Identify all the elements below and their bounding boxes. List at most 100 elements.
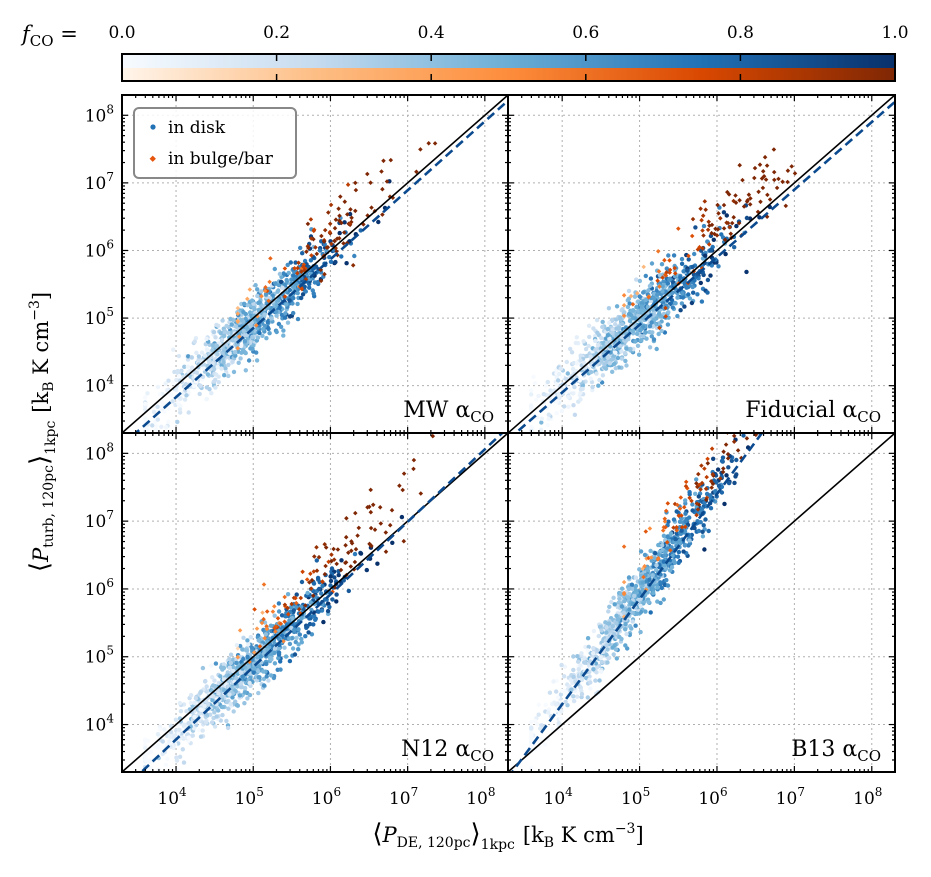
bulge-point [235, 319, 241, 324]
disk-point [214, 322, 219, 328]
disk-point [337, 230, 342, 236]
disk-point [263, 632, 268, 637]
disk-point [241, 656, 246, 662]
bulge-point [701, 233, 706, 238]
disk-point [638, 549, 644, 554]
disk-point [614, 620, 619, 626]
bulge-point [383, 549, 389, 554]
disk-point [634, 331, 640, 336]
disk-point [291, 273, 296, 278]
disk-point [204, 396, 209, 402]
disk-point [658, 580, 663, 585]
disk-point [630, 586, 635, 591]
disk-point [588, 369, 594, 375]
bulge-point [729, 220, 735, 226]
disk-point [186, 389, 191, 395]
bulge-point [737, 411, 742, 416]
bulge-point [380, 186, 385, 192]
bulge-point [295, 270, 300, 276]
bulge-point [776, 176, 781, 182]
disk-point [625, 595, 631, 600]
disk-point [334, 599, 339, 604]
bulge-point [694, 512, 699, 518]
disk-point [641, 290, 646, 295]
disk-point [599, 659, 605, 665]
disk-point [603, 620, 608, 625]
bulge-point [655, 249, 661, 254]
disk-point [744, 215, 750, 221]
disk-point [220, 318, 225, 323]
disk-point [143, 789, 147, 793]
bulge-point [235, 346, 241, 351]
disk-point [248, 635, 253, 640]
disk-point [604, 652, 609, 658]
disk-point [213, 335, 218, 340]
disk-point [612, 602, 617, 607]
disk-point [143, 739, 148, 744]
bulge-point [323, 545, 329, 550]
disk-point [311, 613, 317, 618]
bulge-point [282, 594, 287, 600]
disk-point [585, 695, 590, 700]
disk-point [182, 364, 187, 369]
disk-point [629, 582, 635, 587]
disk-point [667, 277, 672, 282]
disk-point [588, 376, 593, 381]
disk-point [159, 424, 164, 429]
bulge-point [261, 582, 267, 587]
disk-point [631, 328, 636, 333]
disk-point [693, 225, 698, 230]
disk-point [571, 360, 576, 366]
bulge-point [314, 545, 319, 550]
bulge-point [355, 533, 360, 538]
disk-point [643, 330, 648, 335]
disk-point [543, 702, 548, 708]
disk-point [165, 756, 170, 762]
disk-point [541, 392, 546, 397]
disk-point [277, 271, 283, 277]
disk-point [165, 388, 170, 393]
disk-point [175, 419, 180, 425]
bulge-point [663, 508, 669, 514]
bulge-point [352, 559, 358, 565]
disk-point [650, 573, 655, 578]
bulge-point [365, 171, 370, 177]
disk-point [702, 547, 707, 552]
disk-point [155, 384, 161, 390]
disk-point [321, 619, 326, 625]
bulge-point [696, 471, 701, 477]
disk-point [591, 628, 597, 634]
disk-point [241, 328, 246, 334]
disk-point [676, 560, 681, 565]
disk-point [306, 630, 311, 635]
bulge-point [725, 456, 731, 461]
bulge-point [272, 625, 277, 631]
y-tick-label: 106 [85, 576, 114, 600]
bulge-point [341, 241, 346, 246]
disk-point [243, 350, 248, 356]
disk-point [533, 718, 538, 724]
x-tick-label: 106 [312, 785, 341, 809]
disk-point [180, 391, 185, 396]
disk-point [255, 668, 261, 674]
disk-point [531, 374, 536, 379]
disk-point [238, 685, 244, 690]
disk-point [632, 294, 638, 299]
disk-point [285, 262, 290, 268]
bulge-point [673, 271, 678, 276]
disk-point [630, 619, 635, 624]
disk-point [146, 738, 151, 744]
disk-point [602, 362, 607, 367]
bulge-point [702, 466, 707, 471]
bulge-point [372, 527, 378, 532]
disk-point [565, 371, 570, 376]
disk-point [643, 273, 648, 279]
disk-point [347, 211, 353, 217]
disk-point [216, 708, 221, 713]
disk-point [225, 725, 231, 731]
disk-point [628, 346, 633, 352]
disk-point [305, 624, 310, 629]
disk-point [550, 727, 555, 732]
bulge-point [411, 457, 417, 463]
disk-point [720, 455, 726, 460]
